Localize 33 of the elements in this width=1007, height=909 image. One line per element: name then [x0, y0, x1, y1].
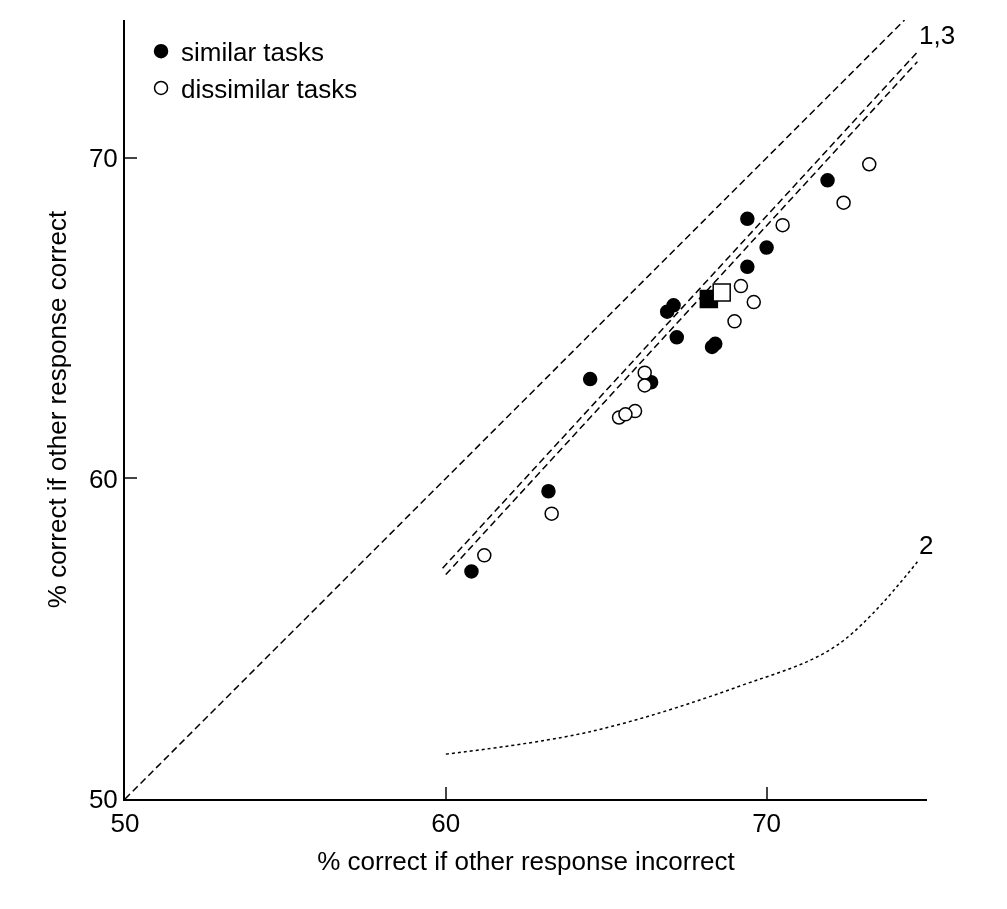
point [759, 240, 774, 255]
point [820, 173, 835, 188]
point [862, 157, 877, 172]
y-tick-label: 60 [88, 463, 118, 494]
point [541, 484, 556, 499]
y-tick-label: 70 [88, 142, 118, 173]
legend-label: similar tasks [181, 37, 325, 68]
point [733, 278, 749, 294]
annotation: 1,3 [919, 20, 956, 50]
point [659, 304, 675, 319]
x-axis-title: % correct if other response incorrect [317, 846, 736, 877]
point [775, 217, 790, 233]
line-series [445, 561, 919, 755]
point [637, 378, 652, 393]
x-tick-label: 70 [752, 808, 782, 839]
point [544, 506, 559, 521]
point [740, 211, 755, 226]
point [669, 330, 685, 345]
point [477, 548, 492, 563]
point [740, 259, 755, 275]
legend-label: dissimilar tasks [181, 74, 358, 105]
point [727, 314, 742, 329]
point [464, 564, 479, 579]
point [704, 339, 720, 355]
y-axis-title: % correct if other response correct [41, 210, 72, 609]
x-tick-label: 60 [431, 808, 461, 839]
point [746, 294, 762, 310]
point [712, 283, 731, 302]
point [836, 195, 851, 210]
point [637, 365, 652, 380]
annotation: 2 [919, 530, 934, 560]
point [582, 371, 598, 387]
point [618, 407, 633, 422]
